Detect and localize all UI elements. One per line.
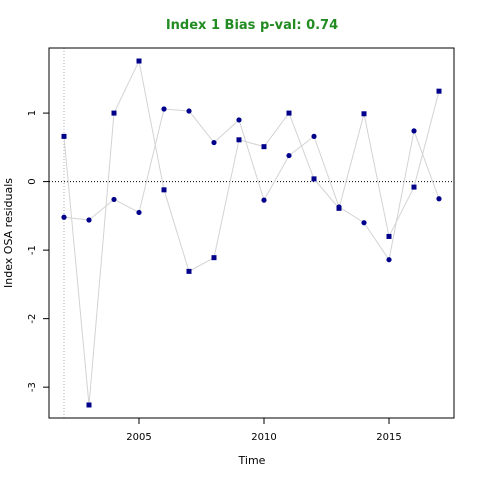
- series-1-point: [286, 110, 292, 116]
- series-2-point: [386, 257, 392, 263]
- x-tick-label: 2010: [251, 432, 276, 443]
- series-1-point: [61, 133, 67, 139]
- series-2-point: [211, 139, 217, 146]
- y-tick-label: -1: [27, 245, 38, 255]
- series-1-point: [411, 184, 417, 190]
- series-2-point: [261, 197, 267, 203]
- series-1-point: [161, 187, 167, 193]
- series-2-point: [436, 196, 442, 202]
- series-2-point: [136, 209, 142, 216]
- axes: 2005 2010 2015 -3 -2 -1 0 1: [27, 110, 402, 443]
- series-2-point: [411, 128, 417, 134]
- series-2-point: [61, 214, 67, 220]
- y-tick-label: 1: [27, 110, 38, 116]
- series-2-point: [286, 152, 292, 159]
- y-tick-label: -2: [27, 314, 38, 324]
- series-1-point: [361, 111, 367, 117]
- chart-title: Index 1 Bias p-val: 0.74: [166, 18, 338, 33]
- series-1-point: [386, 233, 392, 239]
- y-axis-label: Index OSA residuals: [2, 178, 15, 288]
- series-1-point: [186, 268, 192, 274]
- series-2-point: [236, 117, 242, 123]
- series-2-point: [111, 196, 117, 203]
- plot-frame: [48, 47, 455, 419]
- series-1-point: [111, 110, 117, 116]
- series-1-point: [136, 58, 142, 64]
- y-tick-label: 0: [27, 178, 38, 184]
- x-tick-label: 2015: [376, 432, 401, 443]
- series-1-line: [63, 59, 440, 406]
- x-tick-label: 2005: [126, 432, 151, 443]
- series-2-point: [336, 204, 342, 210]
- series-2-line: [63, 108, 440, 262]
- y-tick-label: -3: [27, 382, 38, 392]
- series-2-point: [161, 106, 167, 112]
- series-1-point: [236, 137, 242, 143]
- series-2-point: [311, 133, 317, 139]
- series-1-point: [436, 88, 442, 94]
- series-1-point: [211, 255, 217, 261]
- series-1-point: [261, 144, 267, 150]
- series-2-point: [361, 220, 367, 226]
- series-2-point: [186, 108, 192, 114]
- plot-area: [49, 48, 454, 418]
- series-1-point: [311, 176, 317, 182]
- series-1-point: [86, 402, 92, 408]
- x-axis-label: Time: [238, 454, 266, 467]
- series-2-point: [86, 217, 92, 223]
